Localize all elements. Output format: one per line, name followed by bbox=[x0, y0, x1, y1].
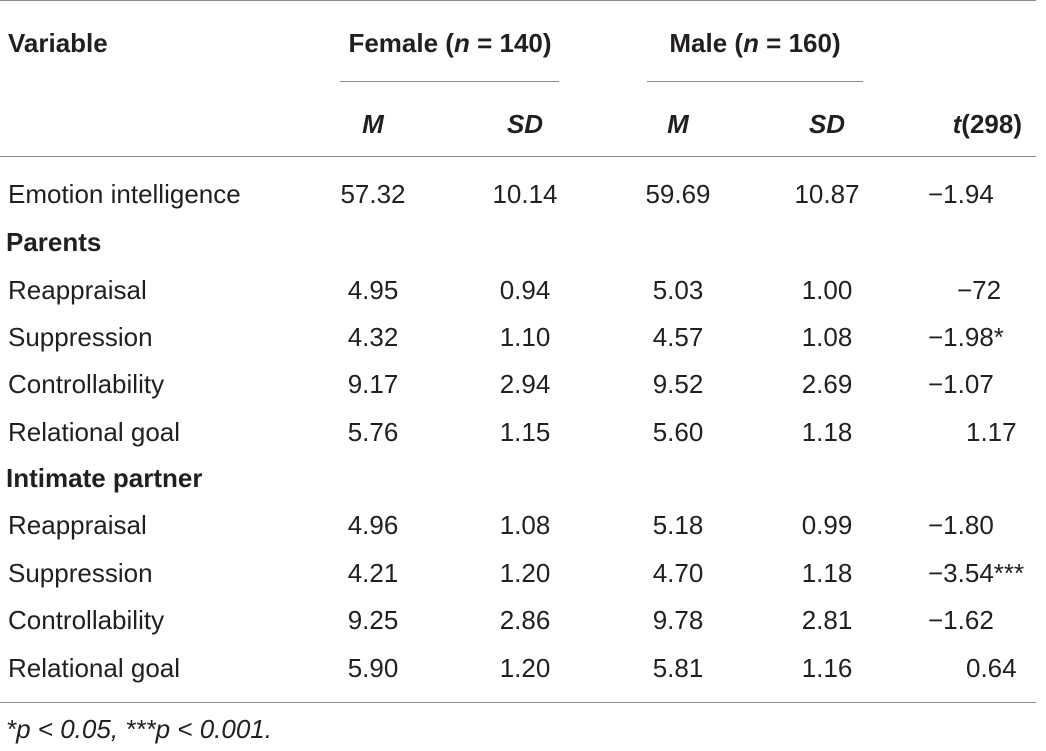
section-label: Intimate partner bbox=[6, 463, 203, 493]
cell-female-m: 4.21 bbox=[347, 558, 399, 588]
section-label: Parents bbox=[6, 227, 102, 257]
cell-female-m: 4.95 bbox=[347, 275, 399, 305]
cell-t: −1.07 bbox=[928, 369, 994, 399]
cell-male-sd: 2.69 bbox=[801, 369, 853, 399]
row-label: Suppression bbox=[8, 322, 153, 352]
cell-t: −3.54*** bbox=[928, 558, 1025, 588]
header-male-label: Male ( bbox=[669, 28, 744, 58]
cell-female-m: 5.76 bbox=[347, 417, 399, 447]
cell-t: −1.62 bbox=[928, 605, 994, 635]
header-male-sd: SD bbox=[808, 109, 846, 139]
cell-female-m: 4.96 bbox=[347, 510, 399, 540]
row-label: Emotion intelligence bbox=[8, 179, 241, 209]
header-bottom-rule bbox=[0, 156, 1036, 157]
cell-female-m: 5.90 bbox=[347, 653, 399, 683]
header-variable: Variable bbox=[8, 28, 108, 58]
header-male-m: M bbox=[667, 109, 689, 139]
cell-female-sd: 1.10 bbox=[499, 322, 551, 352]
table-footnote: *p < 0.05, ***p < 0.001. bbox=[6, 714, 272, 744]
cell-male-sd: 10.87 bbox=[794, 179, 860, 209]
top-rule bbox=[0, 0, 1036, 1]
cell-male-sd: 1.18 bbox=[801, 558, 853, 588]
cell-female-sd: 1.15 bbox=[499, 417, 551, 447]
cell-female-sd: 10.14 bbox=[492, 179, 558, 209]
header-t: t(298) bbox=[880, 109, 1022, 139]
cell-female-sd: 2.94 bbox=[499, 369, 551, 399]
cell-t: −1.94 bbox=[928, 179, 994, 209]
cell-male-m: 4.70 bbox=[652, 558, 704, 588]
cell-female-sd: 2.86 bbox=[499, 605, 551, 635]
cell-female-sd: 0.94 bbox=[499, 275, 551, 305]
row-label: Controllability bbox=[8, 369, 165, 399]
cell-male-m: 5.03 bbox=[652, 275, 704, 305]
header-female-n: n bbox=[453, 28, 470, 58]
row-label: Suppression bbox=[8, 558, 153, 588]
row-label: Relational goal bbox=[8, 653, 181, 683]
header-female: Female (n = 140) bbox=[330, 28, 570, 58]
cell-t: −1.98* bbox=[928, 322, 1004, 352]
header-female-label: Female ( bbox=[348, 28, 454, 58]
cell-female-sd: 1.08 bbox=[499, 510, 551, 540]
cell-male-m: 5.18 bbox=[652, 510, 704, 540]
row-label: Reappraisal bbox=[8, 275, 147, 305]
cell-male-sd: 2.81 bbox=[801, 605, 853, 635]
row-label: Reappraisal bbox=[8, 510, 147, 540]
cell-male-m: 9.52 bbox=[652, 369, 704, 399]
female-span-rule bbox=[340, 81, 559, 82]
header-female-sd: SD bbox=[506, 109, 544, 139]
cell-male-m: 4.57 bbox=[652, 322, 704, 352]
header-t-italic: t bbox=[952, 109, 962, 139]
cell-male-sd: 1.16 bbox=[801, 653, 853, 683]
table-bottom-rule bbox=[0, 702, 1036, 703]
header-male: Male (n = 160) bbox=[635, 28, 875, 58]
cell-t: 1.17 bbox=[966, 417, 1017, 447]
cell-t: −1.80 bbox=[928, 510, 994, 540]
cell-female-sd: 1.20 bbox=[499, 558, 551, 588]
cell-male-sd: 1.00 bbox=[801, 275, 853, 305]
cell-male-sd: 0.99 bbox=[801, 510, 853, 540]
header-female-count: = 140) bbox=[469, 28, 552, 58]
cell-t: 0.64 bbox=[966, 653, 1017, 683]
row-label: Controllability bbox=[8, 605, 165, 635]
cell-female-m: 9.17 bbox=[347, 369, 399, 399]
male-span-rule bbox=[647, 81, 863, 82]
cell-female-m: 9.25 bbox=[347, 605, 399, 635]
cell-male-m: 9.78 bbox=[652, 605, 704, 635]
row-label: Relational goal bbox=[8, 417, 181, 447]
cell-male-m: 5.60 bbox=[652, 417, 704, 447]
cell-female-m: 4.32 bbox=[347, 322, 399, 352]
header-female-m: M bbox=[362, 109, 384, 139]
cell-female-m: 57.32 bbox=[340, 179, 406, 209]
header-t-rest: (298) bbox=[961, 109, 1022, 139]
cell-t: −72 bbox=[957, 275, 1002, 305]
cell-male-sd: 1.18 bbox=[801, 417, 853, 447]
cell-male-m: 59.69 bbox=[645, 179, 711, 209]
cell-male-sd: 1.08 bbox=[801, 322, 853, 352]
cell-female-sd: 1.20 bbox=[499, 653, 551, 683]
header-male-count: = 160) bbox=[758, 28, 841, 58]
cell-male-m: 5.81 bbox=[652, 653, 704, 683]
header-male-n: n bbox=[743, 28, 759, 58]
